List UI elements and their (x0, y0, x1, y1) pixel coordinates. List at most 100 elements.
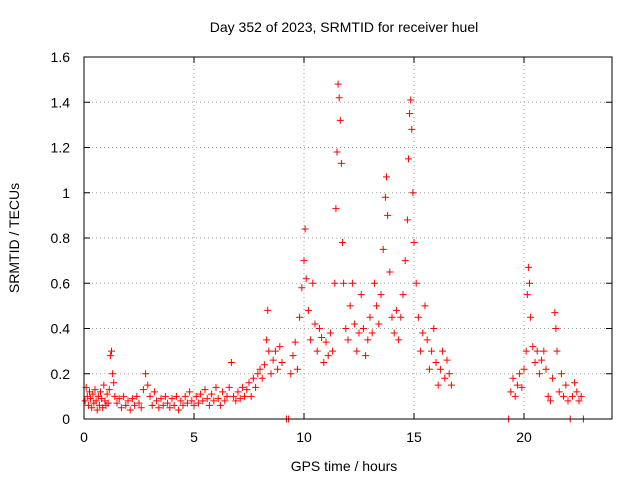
data-point (219, 388, 227, 396)
data-point (409, 189, 417, 197)
data-point (103, 390, 111, 398)
data-point (93, 406, 101, 414)
data-point (267, 370, 275, 378)
data-point (526, 279, 533, 287)
data-point (516, 370, 524, 378)
data-point (320, 358, 328, 366)
data-point (379, 245, 387, 253)
data-point (370, 279, 378, 287)
data-point (342, 325, 350, 332)
data-point (210, 397, 218, 405)
data-point (351, 320, 359, 328)
data-point (92, 397, 100, 405)
data-point (518, 383, 526, 391)
data-point (238, 383, 246, 391)
data-point (298, 284, 306, 292)
data-point (88, 404, 96, 412)
data-point (421, 302, 429, 310)
y-tick-label: 1.6 (51, 49, 71, 65)
data-point (511, 392, 519, 400)
data-point (507, 388, 515, 396)
data-point (425, 365, 433, 373)
data-point (336, 116, 344, 124)
data-point (245, 379, 253, 387)
data-point (249, 374, 257, 382)
data-point (522, 347, 530, 355)
data-point (397, 313, 405, 321)
data-point (313, 347, 321, 355)
data-point (291, 338, 299, 346)
data-point (423, 336, 431, 344)
data-point (410, 239, 418, 247)
data-point (126, 406, 134, 414)
x-tick-label: 5 (190, 429, 198, 445)
y-tick-label: 0.2 (51, 366, 71, 382)
data-point (199, 397, 207, 405)
axis-ticks: 0 0.2 0.4 0.6 0.8 1 1.2 1.4 1.6 0 5 10 15 20 (51, 49, 612, 445)
data-point (557, 370, 565, 378)
data-point (258, 374, 266, 382)
y-tick-label: 0.4 (51, 321, 71, 337)
data-point (322, 338, 330, 346)
data-point (301, 225, 309, 233)
data-point (236, 395, 244, 403)
data-point (146, 392, 154, 400)
data-point (405, 155, 412, 163)
data-point (392, 306, 400, 314)
data-point (366, 313, 374, 321)
data-point (133, 392, 141, 400)
data-point (324, 352, 332, 360)
data-point (523, 291, 531, 299)
y-tick-label: 1.4 (51, 94, 71, 110)
data-point (520, 365, 528, 373)
data-point (214, 395, 222, 403)
data-point (344, 336, 352, 344)
data-point (159, 401, 167, 409)
data-point (155, 404, 163, 412)
data-point (113, 399, 121, 407)
data-point (181, 392, 189, 400)
data-point (87, 395, 95, 403)
data-point (436, 365, 444, 373)
data-point (227, 358, 235, 366)
data-point (419, 329, 427, 337)
data-point (540, 347, 548, 355)
data-point (110, 379, 118, 387)
data-point (562, 381, 570, 389)
x-tick-label: 10 (296, 429, 312, 445)
data-point (375, 320, 383, 328)
data-point (137, 404, 145, 412)
data-point (348, 279, 356, 287)
data-point (150, 388, 158, 396)
data-point (186, 388, 194, 396)
data-point (232, 397, 240, 405)
data-point (408, 125, 416, 133)
data-point (144, 381, 152, 389)
data-point (190, 401, 198, 409)
data-point (276, 343, 284, 351)
data-point (331, 279, 339, 287)
data-point (337, 159, 345, 167)
data-point (264, 306, 272, 314)
data-point (439, 347, 447, 355)
data-point (527, 313, 535, 321)
data-point (124, 397, 132, 405)
data-point (368, 329, 376, 337)
data-point (115, 395, 123, 403)
data-point (549, 374, 557, 382)
data-point (332, 205, 340, 213)
data-point (551, 309, 559, 317)
data-point (221, 397, 229, 405)
data-point (384, 211, 392, 219)
data-point (168, 395, 176, 403)
data-point (230, 392, 238, 400)
data-points (81, 80, 587, 423)
y-tick-label: 0 (62, 411, 70, 427)
data-point (81, 397, 89, 405)
data-point (407, 96, 415, 104)
data-point (161, 392, 169, 400)
data-point (269, 356, 277, 364)
data-point (105, 386, 113, 394)
data-point (401, 257, 409, 265)
data-point (287, 370, 295, 378)
